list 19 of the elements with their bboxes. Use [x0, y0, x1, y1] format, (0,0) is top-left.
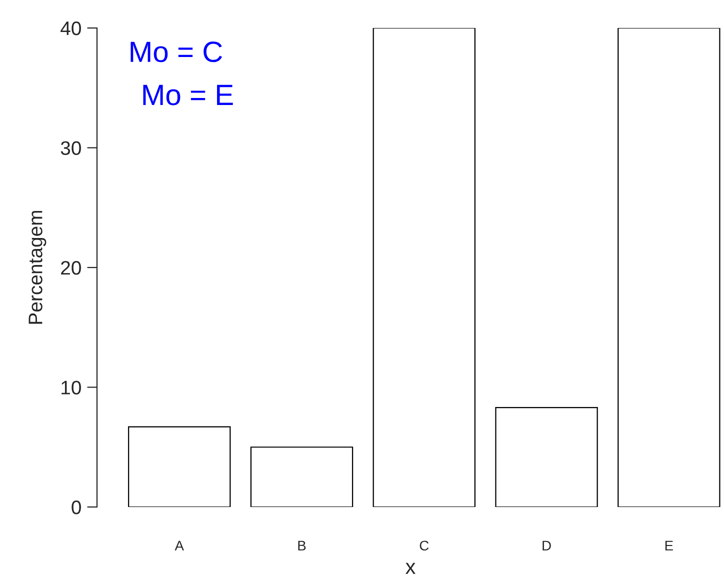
x-tick-label: D: [542, 540, 551, 550]
y-tick-label: 10: [62, 380, 81, 394]
bar: [250, 446, 354, 507]
x-axis-title: x: [406, 562, 416, 574]
bar: [372, 28, 476, 507]
bar: [618, 28, 720, 507]
y-tick-label: 20: [61, 260, 81, 275]
annotation: Mo = E: [143, 84, 233, 106]
x-tick-label: B: [298, 540, 306, 550]
bar: [128, 426, 231, 507]
annotation: Mo = C: [130, 42, 222, 62]
y-tick-label: 40: [60, 21, 81, 36]
x-tick-label: E: [665, 540, 673, 550]
x-tick-label: C: [420, 540, 429, 551]
y-tick-label: 0: [72, 500, 81, 514]
bar: [495, 407, 598, 507]
y-tick-label: 30: [60, 141, 81, 155]
x-tick-label: A: [174, 540, 184, 550]
y-axis-title: Percentagem: [28, 210, 46, 324]
